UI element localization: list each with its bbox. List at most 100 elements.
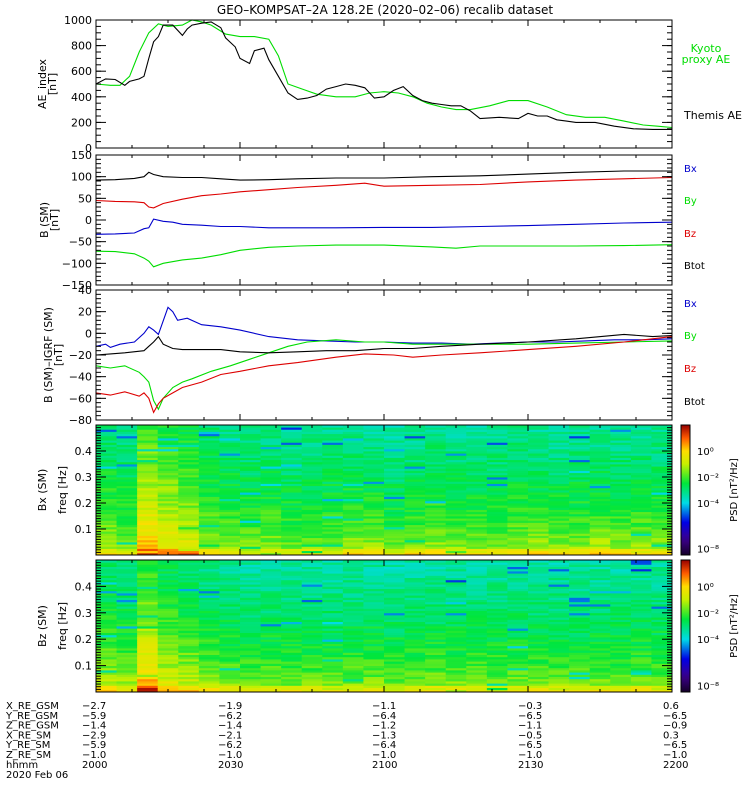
spectrogram-cell: [445, 593, 467, 596]
spectrogram-cell: [219, 552, 241, 556]
y-tick-label: −150: [62, 279, 92, 292]
spectrogram-cell: [322, 503, 344, 506]
spectrogram-cell: [281, 483, 303, 487]
spectrogram-cell: [651, 676, 673, 680]
spectrogram-cell: [569, 477, 591, 480]
spectrogram-cell: [528, 531, 550, 534]
spectrogram-cell: [425, 529, 447, 532]
spectrogram-cell: [363, 654, 385, 658]
spectrogram-cell: [301, 661, 323, 664]
spectrogram-cell: [363, 498, 385, 502]
spectrogram-cell: [445, 544, 467, 547]
spectrogram-cell: [569, 485, 591, 489]
series-line-by: [95, 244, 673, 268]
spectrogram-cell: [630, 582, 652, 585]
spectrogram-cell: [363, 526, 385, 530]
spectrogram-cell: [342, 659, 364, 662]
spectrogram-cell: [486, 650, 508, 653]
spectrogram-cell: [322, 550, 344, 554]
spectrogram-cell: [528, 645, 550, 649]
spectrogram-cell: [219, 621, 241, 625]
spectrogram-cell: [198, 672, 220, 675]
spectrogram-cell: [96, 621, 118, 625]
spectrogram-cell: [198, 483, 220, 487]
spectrogram-cell: [137, 442, 159, 445]
spectrogram-cell: [322, 509, 344, 513]
spectrogram-cell: [178, 440, 200, 443]
spectrogram-cell: [260, 444, 282, 448]
spectrogram-cell: [486, 595, 508, 598]
y-tick-label: 200: [71, 116, 92, 129]
spectrogram-cell: [569, 617, 591, 620]
spectrogram-cell: [589, 617, 611, 620]
spectrogram-cell: [178, 641, 200, 644]
spectrogram-cell: [260, 461, 282, 465]
spectrogram-cell: [96, 520, 118, 523]
spectrogram-cell: [384, 448, 406, 452]
spectrogram-cell: [589, 494, 611, 497]
spectrogram-cell: [116, 678, 138, 682]
spectrogram-cell: [466, 455, 488, 458]
spectrogram-cell: [301, 652, 323, 655]
spectrogram-cell: [137, 509, 159, 513]
spectrogram-cell: [281, 652, 303, 655]
spectrogram-cell: [404, 481, 426, 484]
spectrogram-cell: [610, 619, 632, 622]
spectrogram-cell: [342, 425, 364, 428]
spectrogram-cell: [116, 676, 138, 680]
spectrogram-cell: [384, 474, 406, 478]
spectrogram-cell: [507, 550, 529, 554]
spectrogram-cell: [630, 630, 652, 633]
spectrogram-cell: [322, 533, 344, 536]
spectrogram-cell: [445, 665, 467, 669]
spectrogram-cell: [569, 500, 591, 504]
spectrogram-cell: [322, 524, 344, 528]
spectrogram-cell: [507, 453, 529, 456]
spectrogram-cell: [96, 654, 118, 658]
spectrogram-cell: [486, 505, 508, 508]
spectrogram-cell: [322, 617, 344, 620]
spectrogram-cell: [630, 621, 652, 625]
spectrogram-cell: [610, 516, 632, 519]
spectrogram-cell: [466, 448, 488, 452]
spectrogram-cell: [178, 560, 200, 563]
spectrogram-cell: [486, 490, 508, 493]
spectrogram-cell: [178, 566, 200, 570]
spectrogram-cell: [137, 639, 159, 642]
spectrogram-cell: [528, 537, 550, 541]
spectrogram-cell: [486, 444, 508, 448]
spectrogram-cell: [301, 472, 323, 476]
spectrogram-cell: [137, 588, 159, 592]
spectrogram-cell: [610, 448, 632, 452]
spectrogram-cell: [384, 522, 406, 526]
spectrogram-cell: [198, 667, 220, 671]
spectrogram-cell: [219, 619, 241, 622]
ephemeris-value: 2130: [518, 760, 543, 771]
spectrogram-cell: [281, 670, 303, 673]
spectrogram-cell: [404, 539, 426, 543]
spectrogram-cell: [240, 654, 262, 658]
spectrogram-cell: [548, 526, 570, 530]
spectrogram-cell: [219, 438, 241, 441]
spectrogram-cell: [219, 496, 241, 500]
spectrogram-cell: [260, 490, 282, 493]
spectrogram-cell: [548, 539, 570, 543]
spectrogram-cell: [178, 681, 200, 684]
spectrogram-cell: [322, 435, 344, 439]
spectrogram-cell: [137, 623, 159, 627]
spectrogram-cell: [548, 645, 570, 649]
spectrogram-cell: [116, 425, 138, 428]
spectrogram-cell: [548, 687, 570, 691]
spectrogram-cell: [240, 522, 262, 526]
spectrogram-cell: [116, 459, 138, 463]
spectrogram-cell: [363, 672, 385, 675]
spectrogram-cell: [528, 560, 550, 563]
spectrogram-cell: [219, 637, 241, 640]
spectrogram-cell: [260, 494, 282, 497]
spectrogram-cell: [363, 485, 385, 489]
spectrogram-cell: [651, 610, 673, 614]
spectrogram-cell: [486, 466, 508, 469]
spectrogram-cell: [137, 464, 159, 467]
spectrogram-cell: [425, 472, 447, 476]
spectrogram-cell: [137, 577, 159, 581]
